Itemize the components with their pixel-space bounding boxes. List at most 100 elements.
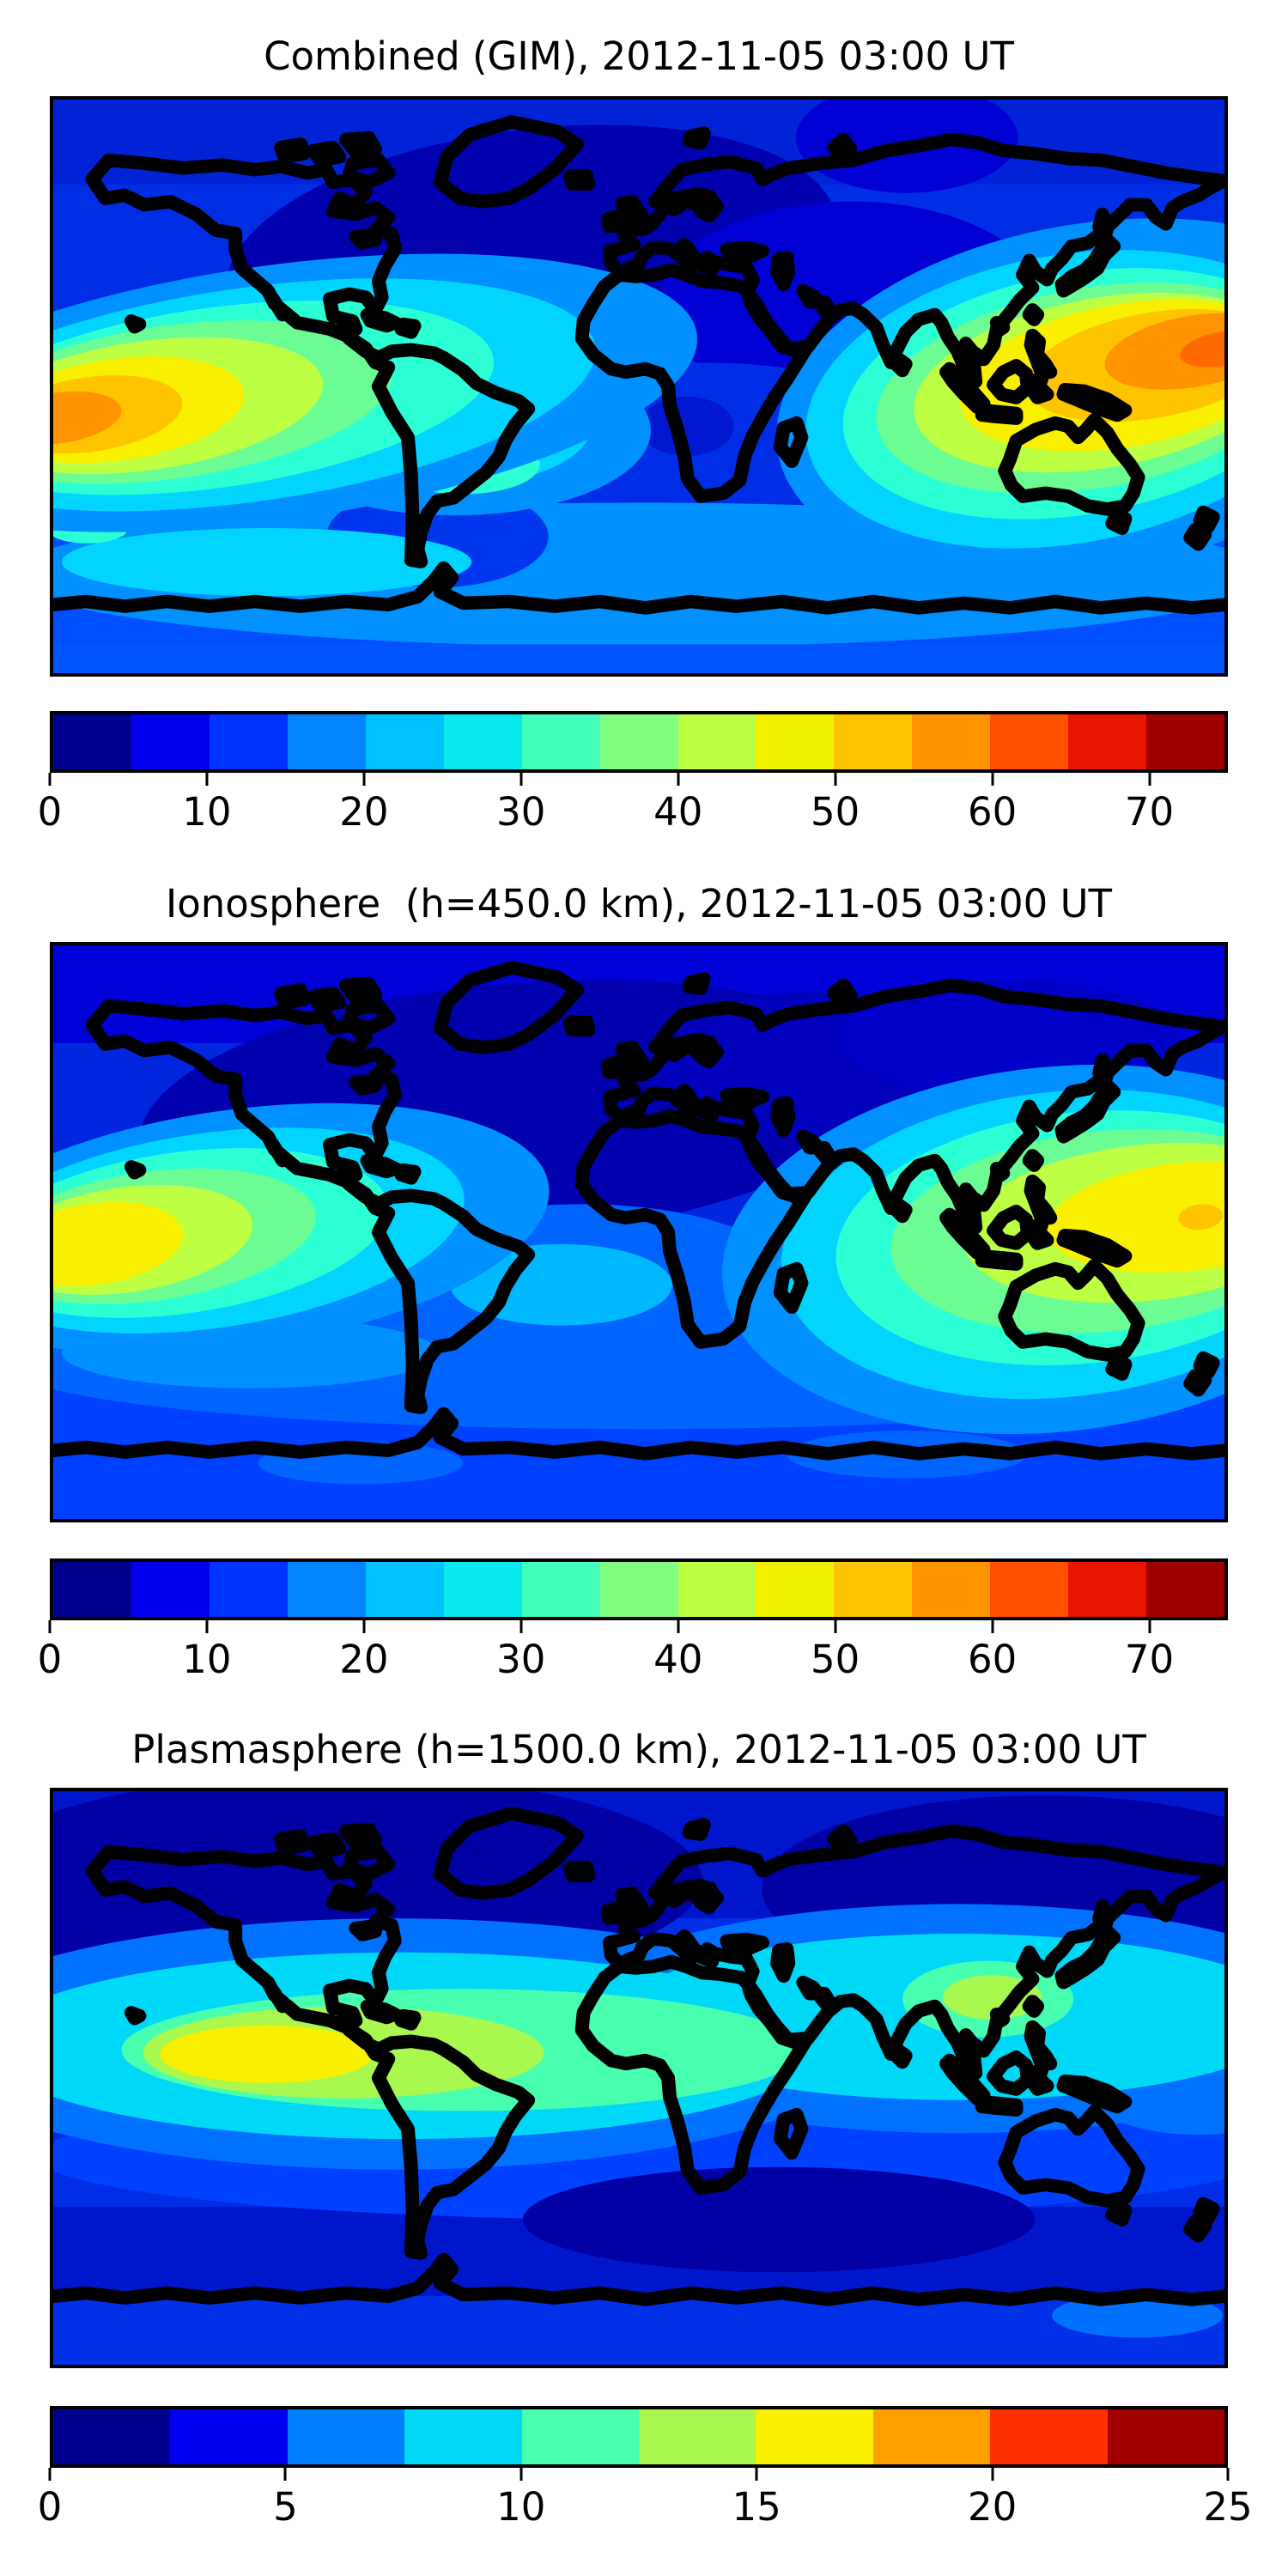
colorbar-segment bbox=[53, 714, 131, 769]
colorbar-tick-label: 30 bbox=[496, 1637, 546, 1682]
colorbar-tick-label: 50 bbox=[811, 1637, 860, 1682]
colorbar-ticks-plasmasphere: 0 5 10 15 20 25 bbox=[38, 2468, 1253, 2537]
colorbar-tick-label: 70 bbox=[1124, 789, 1175, 835]
colorbar-tick-label: 60 bbox=[967, 1637, 1018, 1682]
colorbar-tick bbox=[1148, 773, 1151, 786]
map-ionosphere bbox=[50, 942, 1228, 1522]
colorbar-segment bbox=[834, 1562, 913, 1617]
colorbar-ticks-ionosphere: 0 10 20 30 40 50 60 70 bbox=[38, 1620, 1228, 1689]
colorbar-segment bbox=[521, 2409, 640, 2464]
colorbar-segment bbox=[1068, 1562, 1147, 1617]
colorbar-tick-label: 40 bbox=[653, 789, 703, 835]
colorbar-ticks-combined: 0 10 20 30 40 50 60 70 bbox=[38, 773, 1228, 841]
colorbar-segment bbox=[990, 714, 1069, 769]
colorbar-segment bbox=[1107, 2409, 1225, 2464]
colorbar-segment bbox=[170, 2409, 288, 2464]
colorbar-tick-label: 50 bbox=[811, 789, 860, 835]
colorbar-segment bbox=[53, 1562, 131, 1617]
colorbar-tick-label: 10 bbox=[182, 1637, 232, 1682]
map-plasmasphere bbox=[50, 1788, 1228, 2368]
colorbar-combined bbox=[50, 711, 1228, 773]
colorbar-tick bbox=[1226, 2468, 1230, 2481]
colorbar-segment bbox=[365, 714, 444, 769]
colorbar-segment bbox=[521, 714, 600, 769]
colorbar-tick bbox=[834, 773, 837, 786]
colorbar-segment bbox=[599, 714, 678, 769]
eia-crest-west bbox=[53, 1103, 550, 1355]
colorbar-tick bbox=[205, 1620, 209, 1633]
colorbar-segment bbox=[599, 1562, 678, 1617]
colorbar-tick-label: 20 bbox=[339, 789, 389, 835]
colorbar-tick bbox=[834, 1620, 837, 1633]
colorbar-segment bbox=[287, 714, 366, 769]
colorbar-segment bbox=[990, 2409, 1108, 2464]
colorbar-segment bbox=[1146, 1562, 1225, 1617]
colorbar-tick bbox=[48, 1620, 52, 1633]
colorbar-tick bbox=[991, 1620, 994, 1633]
colorbar-tick bbox=[362, 773, 366, 786]
colorbar-segment bbox=[443, 714, 522, 769]
colorbar-tick-label: 0 bbox=[37, 2484, 63, 2530]
colorbar-tick bbox=[519, 773, 523, 786]
colorbar-tick-label: 15 bbox=[732, 2484, 781, 2530]
colorbar-tick bbox=[283, 2468, 287, 2481]
colorbar-segment bbox=[1146, 714, 1225, 769]
colorbar-segment bbox=[521, 1562, 600, 1617]
colorbar-tick-label: 60 bbox=[967, 789, 1018, 835]
colorbar-tick-label: 0 bbox=[37, 789, 63, 835]
colorbar-tick bbox=[1148, 1620, 1151, 1633]
colorbar-tick-label: 0 bbox=[37, 1637, 63, 1682]
colorbar-tick-label: 10 bbox=[182, 789, 232, 835]
colorbar-tick bbox=[48, 773, 52, 786]
colorbar-segment bbox=[834, 714, 913, 769]
colorbar-segment bbox=[443, 1562, 522, 1617]
colorbar-segment bbox=[756, 1562, 835, 1617]
colorbar-tick bbox=[519, 1620, 523, 1633]
colorbar-tick bbox=[362, 1620, 366, 1633]
panel-title-ionosphere: Ionosphere (h=450.0 km), 2012-11-05 03:0… bbox=[165, 881, 1113, 927]
colorbar-segment bbox=[53, 2409, 171, 2464]
colorbar-tick-label: 40 bbox=[653, 1637, 703, 1682]
colorbar-ionosphere bbox=[50, 1558, 1228, 1620]
colorbar-tick bbox=[205, 773, 209, 786]
colorbar-tick-label: 10 bbox=[496, 2484, 546, 2530]
colorbar-tick-label: 25 bbox=[1203, 2484, 1253, 2530]
colorbar-segment bbox=[287, 2409, 405, 2464]
colorbar-segment bbox=[404, 2409, 522, 2464]
panel-title-plasmasphere: Plasmasphere (h=1500.0 km), 2012-11-05 0… bbox=[131, 1727, 1146, 1772]
colorbar-segment bbox=[912, 1562, 991, 1617]
colorbar-segment bbox=[756, 2409, 873, 2464]
colorbar-plasmasphere bbox=[50, 2406, 1228, 2468]
colorbar-segment bbox=[287, 1562, 366, 1617]
map-combined bbox=[50, 96, 1228, 677]
colorbar-segment bbox=[756, 714, 835, 769]
colorbar-segment bbox=[872, 2409, 991, 2464]
colorbar-segment bbox=[639, 2409, 756, 2464]
colorbar-tick-label: 5 bbox=[273, 2484, 298, 2530]
colorbar-segment bbox=[131, 1562, 210, 1617]
colorbar-tick bbox=[519, 2468, 523, 2481]
contour-map-plasmasphere bbox=[53, 1791, 1224, 2365]
panel-title-combined: Combined (GIM), 2012-11-05 03:00 UT bbox=[264, 33, 1014, 79]
colorbar-segment bbox=[1068, 714, 1147, 769]
colorbar-tick bbox=[991, 2468, 994, 2481]
colorbar-tick-label: 70 bbox=[1124, 1637, 1175, 1682]
colorbar-tick-label: 30 bbox=[496, 789, 546, 835]
colorbar-tick bbox=[677, 773, 680, 786]
colorbar-segment bbox=[912, 714, 991, 769]
colorbar-segment bbox=[209, 714, 288, 769]
colorbar-segment bbox=[209, 1562, 288, 1617]
colorbar-segment bbox=[131, 714, 210, 769]
colorbar-tick-label: 20 bbox=[339, 1637, 389, 1682]
contour-map-combined bbox=[53, 100, 1224, 673]
colorbar-tick bbox=[991, 773, 994, 786]
colorbar-tick bbox=[48, 2468, 52, 2481]
colorbar-tick-label: 20 bbox=[967, 2484, 1018, 2530]
colorbar-segment bbox=[677, 714, 756, 769]
colorbar-segment bbox=[365, 1562, 444, 1617]
colorbar-segment bbox=[990, 1562, 1069, 1617]
colorbar-tick bbox=[755, 2468, 758, 2481]
contour-map-ionosphere bbox=[53, 945, 1224, 1519]
colorbar-tick bbox=[677, 1620, 680, 1633]
